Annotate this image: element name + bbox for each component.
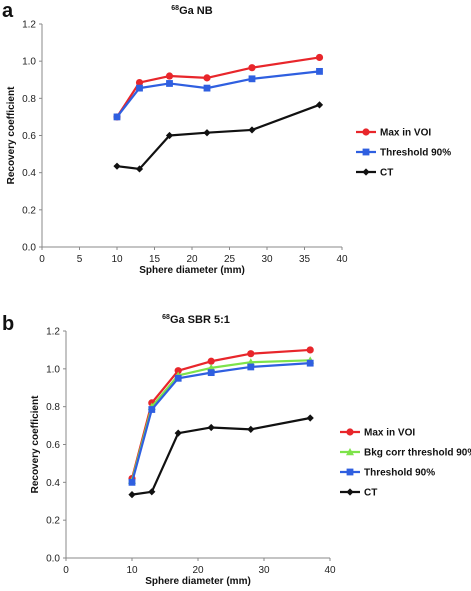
point-p0-s0-1 bbox=[135, 78, 144, 87]
x-tick-label: 35 bbox=[299, 254, 311, 265]
point-p1-s2-3 bbox=[207, 369, 215, 377]
point-p1-slegend3-0 bbox=[346, 488, 354, 496]
y-tick-label: 1.0 bbox=[22, 57, 36, 68]
y-tick-label: 1.2 bbox=[46, 327, 60, 338]
point-p1-s0-2 bbox=[174, 367, 182, 375]
chart-panel-a: a 68Ga NB 0.0 0.2 0.4 0.6 0.8 1.0 1.2 0 5 10 15 20 25 3… bbox=[2, 0, 451, 276]
point-p0-s1-0 bbox=[113, 113, 121, 121]
point-p1-s2-4 bbox=[247, 363, 255, 371]
x-tick-label: 25 bbox=[224, 254, 236, 265]
legend-label-2: CT bbox=[380, 168, 393, 179]
point-p0-s1-4 bbox=[248, 75, 256, 83]
chart-title-text: Ga SBR 5:1 bbox=[170, 314, 230, 326]
series-line-1 bbox=[130, 359, 311, 481]
legend-label-3: CT bbox=[364, 488, 377, 499]
y-tick-label: 1.2 bbox=[22, 20, 36, 31]
y-tick-label: 0.4 bbox=[22, 168, 36, 179]
panel-letter: a bbox=[2, 0, 14, 22]
x-tick-label: 20 bbox=[186, 254, 198, 265]
x-tick-label: 0 bbox=[39, 254, 45, 265]
point-p0-s0-2 bbox=[165, 72, 174, 80]
point-p1-s2-0 bbox=[128, 478, 136, 486]
point-p0-s2-0 bbox=[113, 162, 121, 170]
point-p0-s2-5 bbox=[315, 101, 324, 109]
x-tick-label: 10 bbox=[126, 565, 138, 576]
point-p0-s1-1 bbox=[136, 84, 143, 92]
chart-title-text: Ga NB bbox=[179, 5, 213, 17]
point-p0-slegend2-0 bbox=[362, 168, 370, 176]
point-p1-s3-5 bbox=[306, 414, 314, 422]
y-tick-label: 0.2 bbox=[46, 516, 60, 527]
point-p0-slegend1-0 bbox=[362, 148, 370, 156]
point-p0-slegend0-0 bbox=[362, 128, 370, 136]
point-p0-s0-5 bbox=[315, 53, 324, 62]
y-tick-label: 0.2 bbox=[22, 205, 36, 216]
point-p0-s2-1 bbox=[135, 165, 144, 173]
legend-label-1: Bkg corr threshold 90% bbox=[364, 448, 471, 459]
chart-title-superscript: 68 bbox=[171, 5, 179, 12]
point-p1-slegend0-0 bbox=[346, 428, 354, 436]
x-tick-label: 10 bbox=[111, 254, 123, 265]
chart-title: 68Ga SBR 5:1 bbox=[162, 314, 230, 326]
point-p1-s0-4 bbox=[247, 350, 255, 358]
point-p1-s2-1 bbox=[148, 406, 156, 413]
series-line-1 bbox=[116, 70, 320, 118]
series-line-2 bbox=[116, 103, 320, 171]
y-tick-label: 0.6 bbox=[46, 440, 60, 451]
x-axis-label: Sphere diameter (mm) bbox=[145, 576, 251, 587]
x-tick-label: 5 bbox=[77, 254, 83, 265]
point-p1-s2-2 bbox=[174, 374, 182, 382]
series-line-3 bbox=[131, 416, 311, 496]
x-tick-label: 40 bbox=[324, 565, 336, 576]
y-tick-label: 0.6 bbox=[22, 131, 36, 142]
series-line-0 bbox=[116, 56, 320, 118]
point-p0-s2-4 bbox=[248, 126, 256, 134]
point-p1-s3-0 bbox=[128, 491, 136, 499]
point-p0-s0-3 bbox=[203, 74, 211, 82]
y-tick-label: 0.4 bbox=[46, 478, 60, 489]
point-p0-s2-2 bbox=[165, 131, 174, 140]
y-tick-label: 0.8 bbox=[22, 94, 36, 105]
x-tick-label: 20 bbox=[192, 565, 204, 576]
x-tick-label: 30 bbox=[258, 565, 270, 576]
point-p1-s3-3 bbox=[207, 423, 215, 432]
point-p1-slegend2-0 bbox=[346, 468, 354, 476]
y-axis-label: Recovery coefficient bbox=[30, 395, 41, 493]
legend-label-1: Threshold 90% bbox=[380, 148, 451, 159]
point-p1-s0-5 bbox=[306, 346, 314, 354]
y-tick-label: 0.0 bbox=[46, 554, 60, 565]
point-p1-s3-2 bbox=[174, 429, 182, 437]
legend-label-2: Threshold 90% bbox=[364, 468, 435, 479]
x-tick-label: 30 bbox=[261, 254, 273, 265]
y-tick-label: 1.0 bbox=[46, 364, 60, 375]
legend-label-0: Max in VOI bbox=[380, 128, 431, 139]
chart-panel-b: b 68Ga SBR 5:1 0.0 0.2 0.4 0.6 0.8 1.0 1.2 0 10 20 3… bbox=[2, 313, 471, 587]
panel-letter: b bbox=[2, 313, 14, 335]
point-p0-s0-4 bbox=[248, 64, 256, 72]
point-p1-s3-1 bbox=[148, 488, 156, 496]
point-p0-s1-5 bbox=[316, 67, 323, 75]
point-p1-s2-5 bbox=[306, 359, 314, 367]
y-tick-label: 0.8 bbox=[46, 402, 60, 413]
chart-title-superscript: 68 bbox=[162, 314, 170, 321]
point-p1-slegend1-0 bbox=[346, 448, 354, 456]
point-p1-s3-4 bbox=[247, 425, 255, 433]
x-axis-label: Sphere diameter (mm) bbox=[139, 265, 245, 276]
y-axis-label: Recovery coefficient bbox=[6, 86, 17, 184]
point-p0-s1-2 bbox=[166, 80, 173, 87]
x-tick-label: 40 bbox=[336, 254, 348, 265]
point-p0-s2-3 bbox=[203, 129, 211, 137]
x-tick-label: 0 bbox=[63, 565, 69, 576]
point-p1-s0-3 bbox=[207, 357, 215, 365]
point-p0-s1-3 bbox=[203, 84, 211, 92]
x-tick-label: 15 bbox=[149, 254, 161, 265]
series-line-2 bbox=[130, 362, 311, 483]
chart-title: 68Ga NB bbox=[171, 5, 212, 17]
legend-label-0: Max in VOI bbox=[364, 428, 415, 439]
y-tick-label: 0.0 bbox=[22, 243, 36, 254]
series-line-0 bbox=[130, 348, 311, 479]
